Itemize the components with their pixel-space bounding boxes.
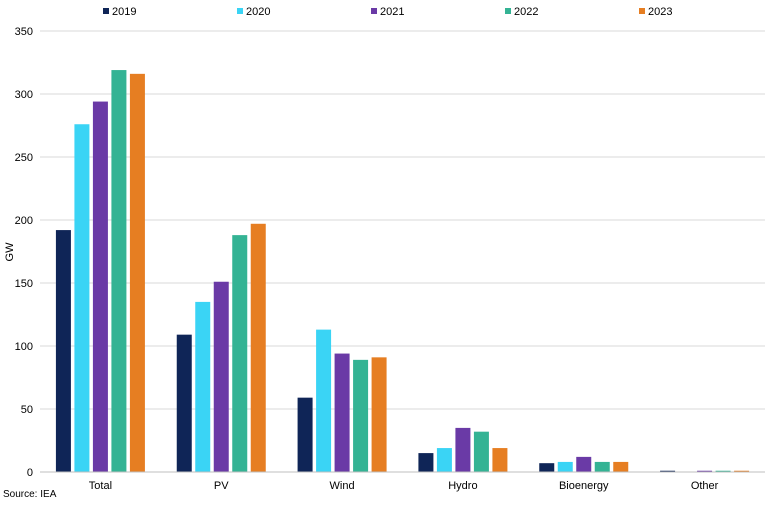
- y-tick-label: 350: [15, 26, 33, 38]
- bar-2022-other: [715, 470, 731, 472]
- bar-2020-bioenergy: [557, 461, 573, 472]
- bar-2019-hydro: [418, 453, 434, 472]
- x-tick-label: Total: [89, 480, 112, 492]
- bar-2022-total: [111, 70, 127, 472]
- bar-2023-hydro: [492, 448, 508, 472]
- bar-2023-pv: [250, 223, 266, 472]
- legend-label-2022: 2022: [514, 6, 538, 18]
- x-tick-label: Hydro: [448, 480, 477, 492]
- bar-2021-total: [92, 101, 108, 472]
- bar-2023-total: [129, 73, 145, 472]
- source-note: Source: IEA: [3, 489, 57, 500]
- legend-label-2019: 2019: [112, 6, 136, 18]
- bar-2019-wind: [297, 397, 313, 472]
- bar-2020-hydro: [436, 448, 452, 472]
- legend-label-2021: 2021: [380, 6, 404, 18]
- legend-swatch-2021: [371, 8, 377, 14]
- bar-2021-hydro: [455, 427, 471, 472]
- bar-2023-other: [734, 470, 750, 472]
- y-axis-ticks: 0 50 100 150 200 250 300 350: [15, 26, 33, 479]
- x-tick-label: Bioenergy: [559, 480, 609, 492]
- legend-swatch-2022: [505, 8, 511, 14]
- bar-2019-pv: [176, 334, 192, 472]
- legend-swatch-2023: [639, 8, 645, 14]
- x-tick-label: Other: [691, 480, 719, 492]
- bar-2022-hydro: [473, 431, 489, 472]
- y-tick-label: 100: [15, 341, 33, 353]
- y-tick-label: 50: [21, 404, 33, 416]
- y-tick-label: 300: [15, 89, 33, 101]
- x-tick-label: Wind: [330, 480, 355, 492]
- y-tick-label: 150: [15, 278, 33, 290]
- bar-2019-bioenergy: [539, 463, 555, 472]
- y-tick-label: 250: [15, 152, 33, 164]
- bar-2022-bioenergy: [594, 461, 610, 472]
- bar-2021-bioenergy: [576, 456, 592, 472]
- x-tick-label: PV: [214, 480, 229, 492]
- legend-swatch-2020: [237, 8, 243, 14]
- bar-2021-other: [697, 470, 713, 472]
- bar-2020-pv: [195, 301, 211, 472]
- bar-2022-wind: [353, 359, 369, 472]
- y-axis-label: GW: [4, 242, 16, 262]
- bar-2022-pv: [232, 235, 248, 472]
- bars: [55, 70, 750, 473]
- bar-2021-wind: [334, 353, 350, 472]
- legend: 2019 2020 2021 2022 2023: [103, 6, 672, 18]
- y-tick-label: 200: [15, 215, 33, 227]
- bar-2019-total: [55, 230, 71, 472]
- bar-2023-wind: [371, 357, 387, 472]
- y-tick-label: 0: [27, 467, 33, 479]
- bar-2020-wind: [316, 329, 332, 472]
- bar-2023-bioenergy: [613, 461, 629, 472]
- bar-2021-pv: [213, 281, 229, 472]
- bar-2020-total: [74, 124, 90, 473]
- legend-label-2023: 2023: [648, 6, 672, 18]
- legend-swatch-2019: [103, 8, 109, 14]
- bar-2019-other: [660, 470, 676, 472]
- x-axis-ticks: Total PV Wind Hydro Bioenergy Other: [89, 480, 719, 492]
- gridlines: [40, 30, 765, 410]
- legend-label-2020: 2020: [246, 6, 270, 18]
